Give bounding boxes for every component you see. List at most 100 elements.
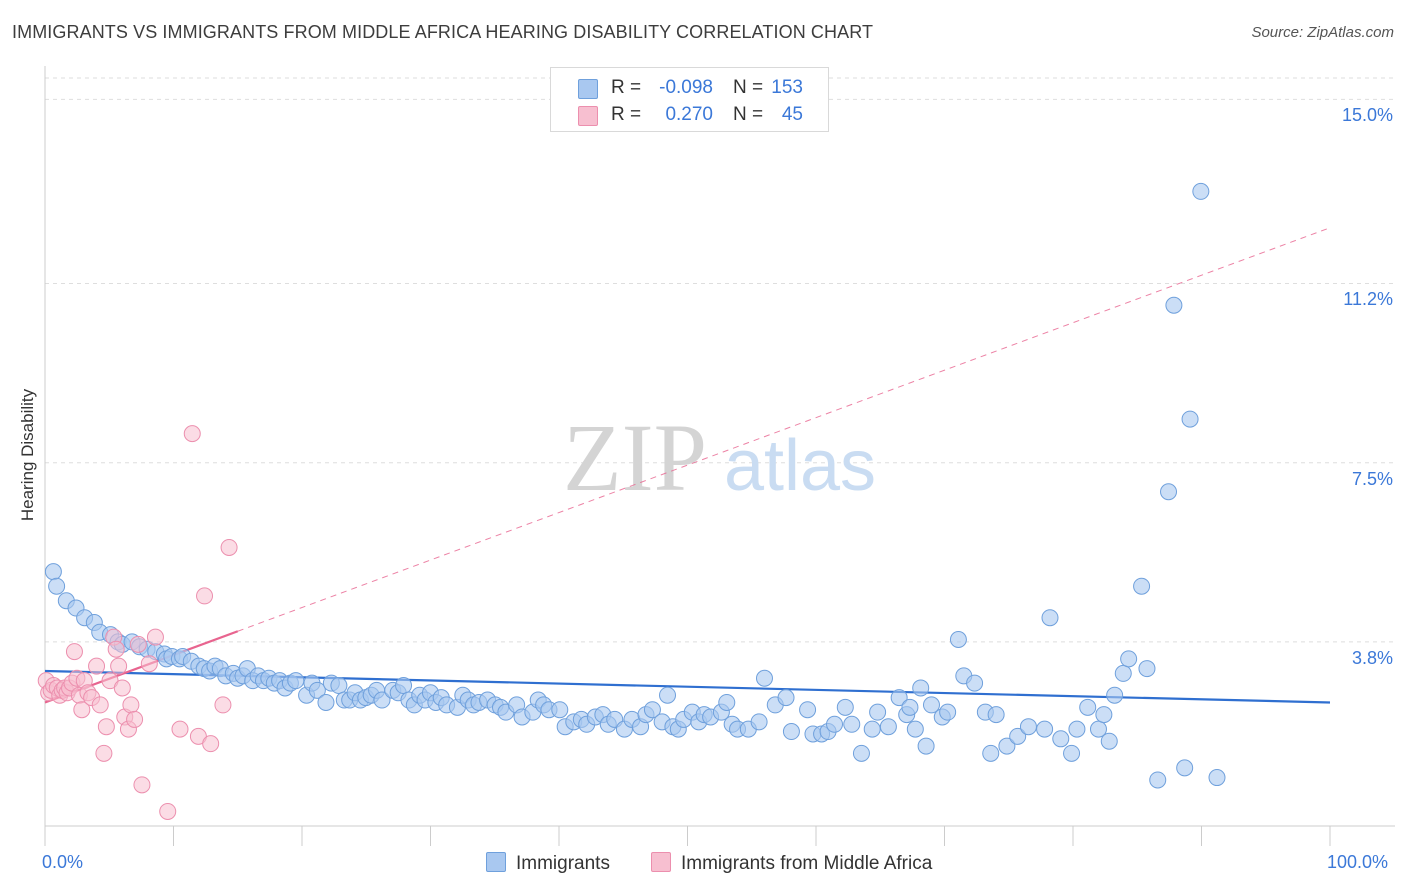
legend-n-label: N = (733, 77, 764, 98)
legend-swatch-blue (578, 79, 598, 99)
point-middle-africa (140, 655, 158, 673)
point-immigrants (551, 701, 569, 719)
point-immigrants (906, 720, 924, 738)
chart-title: IMMIGRANTS VS IMMIGRANTS FROM MIDDLE AFR… (12, 22, 874, 42)
legend-row-middle-africa: R = 0.270 N = 45 (551, 103, 828, 127)
point-immigrants (1208, 769, 1226, 787)
point-immigrants (1095, 706, 1113, 724)
trend-line-middle-africa-extension (237, 227, 1331, 632)
point-immigrants (1133, 577, 1151, 595)
point-immigrants (1052, 730, 1070, 748)
point-middle-africa (88, 657, 106, 675)
legend-item-immigrants[interactable]: Immigrants (486, 852, 610, 875)
point-immigrants (1036, 720, 1054, 738)
point-immigrants (1106, 686, 1124, 704)
point-middle-africa (65, 643, 83, 661)
point-immigrants (901, 698, 919, 716)
watermark-atlas: atlas (724, 426, 876, 506)
point-immigrants (799, 701, 817, 719)
point-immigrants (836, 698, 854, 716)
legend-r-value: -0.098 (659, 77, 713, 98)
legend-swatch-immigrants (486, 852, 506, 872)
point-middle-africa (107, 640, 125, 658)
legend-label-middle-africa: Immigrants from Middle Africa (681, 853, 933, 874)
point-immigrants (308, 681, 326, 699)
point-immigrants (879, 718, 897, 736)
point-immigrants (912, 679, 930, 697)
point-immigrants (922, 696, 940, 714)
point-immigrants (852, 744, 870, 762)
point-immigrants (1181, 410, 1199, 428)
point-middle-africa (146, 628, 164, 646)
y-tick-label-3: 15.0% (1341, 105, 1393, 126)
point-immigrants (998, 737, 1016, 755)
point-immigrants (755, 669, 773, 687)
point-immigrants (782, 723, 800, 741)
point-immigrants (1063, 744, 1081, 762)
point-immigrants (966, 674, 984, 692)
point-immigrants (287, 672, 305, 690)
point-immigrants (1100, 732, 1118, 750)
legend-item-middle-africa[interactable]: Immigrants from Middle Africa (651, 852, 932, 875)
stats-legend: R = -0.098 N = 153 R = 0.270 N = 45 (550, 67, 829, 132)
point-immigrants (395, 677, 413, 695)
watermark: ZIP atlas (563, 404, 876, 511)
point-middle-africa (97, 718, 115, 736)
point-immigrants (949, 631, 967, 648)
x-tick-label-max: 100.0% (1327, 852, 1389, 872)
point-immigrants (44, 563, 62, 581)
point-middle-africa (126, 710, 144, 728)
point-immigrants (1192, 182, 1210, 200)
series-middle-africa-points (37, 425, 238, 820)
point-immigrants (1114, 664, 1132, 682)
point-middle-africa (196, 587, 214, 605)
point-immigrants (48, 577, 66, 595)
point-immigrants (863, 720, 881, 738)
legend-r-label: R = (611, 77, 642, 98)
point-immigrants (777, 689, 795, 707)
point-immigrants (330, 677, 348, 695)
point-immigrants (1160, 483, 1178, 501)
legend-row-immigrants: R = -0.098 N = 153 (551, 76, 828, 100)
legend-n-value: 45 (781, 104, 803, 125)
point-middle-africa (113, 679, 131, 697)
point-middle-africa (129, 635, 147, 653)
point-immigrants (317, 693, 335, 711)
watermark-zip: ZIP (563, 404, 707, 511)
point-middle-africa (110, 657, 128, 675)
point-immigrants (987, 706, 1005, 724)
x-tick-label-min: 0.0% (42, 852, 84, 872)
point-immigrants (1165, 296, 1183, 314)
point-immigrants (1176, 759, 1194, 777)
point-middle-africa (73, 701, 91, 719)
point-middle-africa (159, 802, 177, 820)
point-immigrants (917, 737, 935, 755)
point-immigrants (1138, 660, 1156, 678)
point-immigrants (643, 701, 661, 719)
y-tick-label-0: 3.8% (1351, 647, 1393, 668)
point-middle-africa (220, 538, 238, 556)
point-immigrants (1120, 650, 1138, 668)
point-immigrants (890, 689, 908, 707)
legend-n-value: 153 (771, 77, 803, 98)
legend-swatch-middle-africa (651, 852, 671, 872)
legend-n-label: N = (733, 104, 764, 125)
point-immigrants (1149, 771, 1167, 789)
point-middle-africa (171, 720, 189, 738)
point-middle-africa (214, 696, 232, 714)
legend-label-immigrants: Immigrants (516, 853, 610, 874)
y-tick-label-1: 7.5% (1351, 468, 1393, 489)
point-middle-africa (133, 776, 151, 794)
point-immigrants (982, 744, 1000, 762)
source-label: Source: ZipAtlas.com (1251, 24, 1394, 41)
point-immigrants (1068, 720, 1086, 738)
point-immigrants (750, 713, 768, 731)
point-immigrants (373, 691, 391, 709)
point-immigrants (1019, 718, 1037, 736)
point-middle-africa (91, 696, 109, 714)
point-immigrants (718, 693, 736, 711)
point-middle-africa (95, 744, 113, 762)
point-immigrants (869, 703, 887, 721)
point-immigrants (1041, 609, 1059, 627)
